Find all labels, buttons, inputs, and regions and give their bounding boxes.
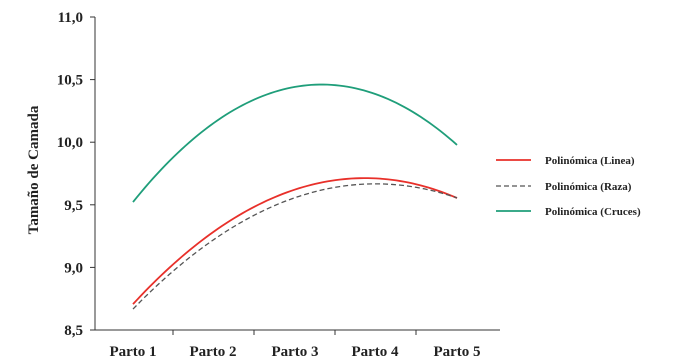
- series-line: [132, 183, 458, 310]
- series-line: [132, 177, 458, 305]
- legend-label: Polinómica (Raza): [545, 181, 632, 193]
- x-tick-label: Parto 4: [351, 344, 399, 360]
- legend-label: Polinómica (Cruces): [545, 206, 641, 218]
- x-tick-label: Parto 5: [433, 344, 480, 360]
- y-tick-labels: 8,5 9,0 9,5 10,0 10,5 11,0: [57, 10, 95, 339]
- x-tick-label: Parto 1: [109, 344, 156, 360]
- legend-label: Polinómica (Linea): [545, 155, 635, 167]
- x-tick-label: Parto 3: [271, 344, 318, 360]
- x-tick-label: Parto 2: [189, 344, 236, 360]
- series-lines: [132, 83, 458, 310]
- y-tick-label: 11,0: [58, 10, 83, 26]
- y-tick-label: 10,5: [57, 73, 83, 89]
- series-line: [132, 83, 458, 203]
- y-tick-label: 8,5: [64, 323, 83, 339]
- legend: Polinómica (Linea) Polinómica (Raza) Polin…: [496, 155, 641, 218]
- x-tick-labels: Parto 1 Parto 2 Parto 3 Parto 4 Parto 5: [109, 330, 481, 360]
- y-axis-label: Tamaño de Camada: [26, 105, 42, 234]
- y-tick-label: 9,0: [64, 260, 83, 276]
- y-tick-label: 10,0: [57, 135, 83, 151]
- y-tick-label: 9,5: [64, 198, 83, 214]
